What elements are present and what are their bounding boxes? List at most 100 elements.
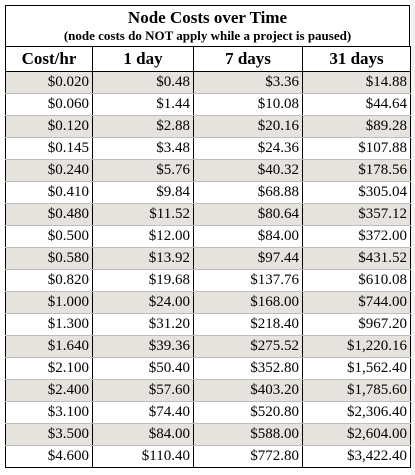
cell-1-day[interactable]: $9.84	[92, 181, 194, 204]
table-row: $0.060 $1.44 $10.08 $44.64	[5, 93, 411, 116]
cell-7-days[interactable]: $68.88	[193, 181, 303, 204]
cell-7-days[interactable]: $24.36	[193, 137, 303, 160]
cell-7-days[interactable]: $10.08	[193, 93, 303, 116]
cell-cost-per-hour[interactable]: $0.120	[5, 115, 93, 138]
table-row: $0.500 $12.00 $84.00 $372.00	[5, 225, 411, 248]
cell-7-days[interactable]: $520.80	[193, 401, 303, 424]
table-row: $2.400 $57.60 $403.20 $1,785.60	[5, 379, 411, 402]
cell-7-days[interactable]: $588.00	[193, 423, 303, 446]
header-1-day[interactable]: 1 day	[92, 46, 194, 72]
node-costs-table: Cost/hr 1 day 7 days 31 days $0.020 $0.48…	[5, 46, 411, 468]
cell-31-days[interactable]: $14.88	[302, 71, 411, 94]
cell-1-day[interactable]: $3.48	[92, 137, 194, 160]
cell-1-day[interactable]: $11.52	[92, 203, 194, 226]
cell-cost-per-hour[interactable]: $4.600	[5, 445, 93, 468]
cell-31-days[interactable]: $3,422.40	[302, 445, 411, 468]
cell-1-day[interactable]: $24.00	[92, 291, 194, 314]
cell-cost-per-hour[interactable]: $0.480	[5, 203, 93, 226]
sheet-subtitle: (node costs do NOT apply while a project…	[63, 28, 352, 43]
table-row: $0.145 $3.48 $24.36 $107.88	[5, 137, 411, 160]
cell-31-days[interactable]: $1,562.40	[302, 357, 411, 380]
title-block: Node Costs over Time (node costs do NOT …	[5, 5, 410, 46]
cell-1-day[interactable]: $5.76	[92, 159, 194, 182]
cell-7-days[interactable]: $3.36	[193, 71, 303, 94]
table-row: $0.580 $13.92 $97.44 $431.52	[5, 247, 411, 270]
table-row: $3.100 $74.40 $520.80 $2,306.40	[5, 401, 411, 424]
cell-cost-per-hour[interactable]: $0.020	[5, 71, 93, 94]
cell-1-day[interactable]: $50.40	[92, 357, 194, 380]
cell-31-days[interactable]: $1,220.16	[302, 335, 411, 358]
cell-31-days[interactable]: $44.64	[302, 93, 411, 116]
cell-cost-per-hour[interactable]: $0.500	[5, 225, 93, 248]
cell-31-days[interactable]: $967.20	[302, 313, 411, 336]
sheet-title: Node Costs over Time	[127, 8, 288, 27]
cell-1-day[interactable]: $57.60	[92, 379, 194, 402]
cell-cost-per-hour[interactable]: $3.500	[5, 423, 93, 446]
cell-cost-per-hour[interactable]: $2.100	[5, 357, 93, 380]
cell-31-days[interactable]: $610.08	[302, 269, 411, 292]
cell-cost-per-hour[interactable]: $0.820	[5, 269, 93, 292]
cell-7-days[interactable]: $352.80	[193, 357, 303, 380]
cell-31-days[interactable]: $2,306.40	[302, 401, 411, 424]
cell-7-days[interactable]: $97.44	[193, 247, 303, 270]
table-row: $2.100 $50.40 $352.80 $1,562.40	[5, 357, 411, 380]
cell-cost-per-hour[interactable]: $3.100	[5, 401, 93, 424]
cell-cost-per-hour[interactable]: $0.410	[5, 181, 93, 204]
cell-cost-per-hour[interactable]: $1.640	[5, 335, 93, 358]
cell-1-day[interactable]: $84.00	[92, 423, 194, 446]
cell-31-days[interactable]: $107.88	[302, 137, 411, 160]
cell-7-days[interactable]: $84.00	[193, 225, 303, 248]
cell-1-day[interactable]: $13.92	[92, 247, 194, 270]
cell-31-days[interactable]: $357.12	[302, 203, 411, 226]
table-row: $1.000 $24.00 $168.00 $744.00	[5, 291, 411, 314]
cell-7-days[interactable]: $275.52	[193, 335, 303, 358]
cell-1-day[interactable]: $110.40	[92, 445, 194, 468]
table-row: $0.120 $2.88 $20.16 $89.28	[5, 115, 411, 138]
table-row: $4.600 $110.40 $772.80 $3,422.40	[5, 445, 411, 468]
cell-cost-per-hour[interactable]: $0.580	[5, 247, 93, 270]
header-row: Cost/hr 1 day 7 days 31 days	[5, 46, 411, 72]
cell-1-day[interactable]: $12.00	[92, 225, 194, 248]
cell-cost-per-hour[interactable]: $0.060	[5, 93, 93, 116]
cell-31-days[interactable]: $178.56	[302, 159, 411, 182]
table-row: $1.300 $31.20 $218.40 $967.20	[5, 313, 411, 336]
header-31-days[interactable]: 31 days	[302, 46, 411, 72]
table-row: $0.240 $5.76 $40.32 $178.56	[5, 159, 411, 182]
cell-cost-per-hour[interactable]: $0.240	[5, 159, 93, 182]
cell-1-day[interactable]: $74.40	[92, 401, 194, 424]
cell-31-days[interactable]: $2,604.00	[302, 423, 411, 446]
cell-7-days[interactable]: $80.64	[193, 203, 303, 226]
cell-7-days[interactable]: $137.76	[193, 269, 303, 292]
table-body: $0.020 $0.48 $3.36 $14.88 $0.060 $1.44 $10.08 $…	[5, 71, 411, 468]
cell-1-day[interactable]: $39.36	[92, 335, 194, 358]
table-row: $0.410 $9.84 $68.88 $305.04	[5, 181, 411, 204]
cell-31-days[interactable]: $305.04	[302, 181, 411, 204]
cell-31-days[interactable]: $372.00	[302, 225, 411, 248]
cell-7-days[interactable]: $40.32	[193, 159, 303, 182]
table-row: $0.820 $19.68 $137.76 $610.08	[5, 269, 411, 292]
cell-31-days[interactable]: $744.00	[302, 291, 411, 314]
cell-7-days[interactable]: $168.00	[193, 291, 303, 314]
cell-1-day[interactable]: $19.68	[92, 269, 194, 292]
cell-7-days[interactable]: $772.80	[193, 445, 303, 468]
cell-31-days[interactable]: $89.28	[302, 115, 411, 138]
header-7-days[interactable]: 7 days	[193, 46, 303, 72]
table-row: $0.020 $0.48 $3.36 $14.88	[5, 71, 411, 94]
cell-31-days[interactable]: $431.52	[302, 247, 411, 270]
cell-7-days[interactable]: $218.40	[193, 313, 303, 336]
cell-7-days[interactable]: $403.20	[193, 379, 303, 402]
cell-1-day[interactable]: $0.48	[92, 71, 194, 94]
header-cost-per-hour[interactable]: Cost/hr	[5, 46, 93, 72]
cell-1-day[interactable]: $2.88	[92, 115, 194, 138]
cell-31-days[interactable]: $1,785.60	[302, 379, 411, 402]
cell-cost-per-hour[interactable]: $1.300	[5, 313, 93, 336]
cell-cost-per-hour[interactable]: $2.400	[5, 379, 93, 402]
window-edge	[411, 0, 415, 475]
cell-cost-per-hour[interactable]: $1.000	[5, 291, 93, 314]
cell-1-day[interactable]: $1.44	[92, 93, 194, 116]
cell-1-day[interactable]: $31.20	[92, 313, 194, 336]
table-row: $0.480 $11.52 $80.64 $357.12	[5, 203, 411, 226]
cell-7-days[interactable]: $20.16	[193, 115, 303, 138]
cell-cost-per-hour[interactable]: $0.145	[5, 137, 93, 160]
